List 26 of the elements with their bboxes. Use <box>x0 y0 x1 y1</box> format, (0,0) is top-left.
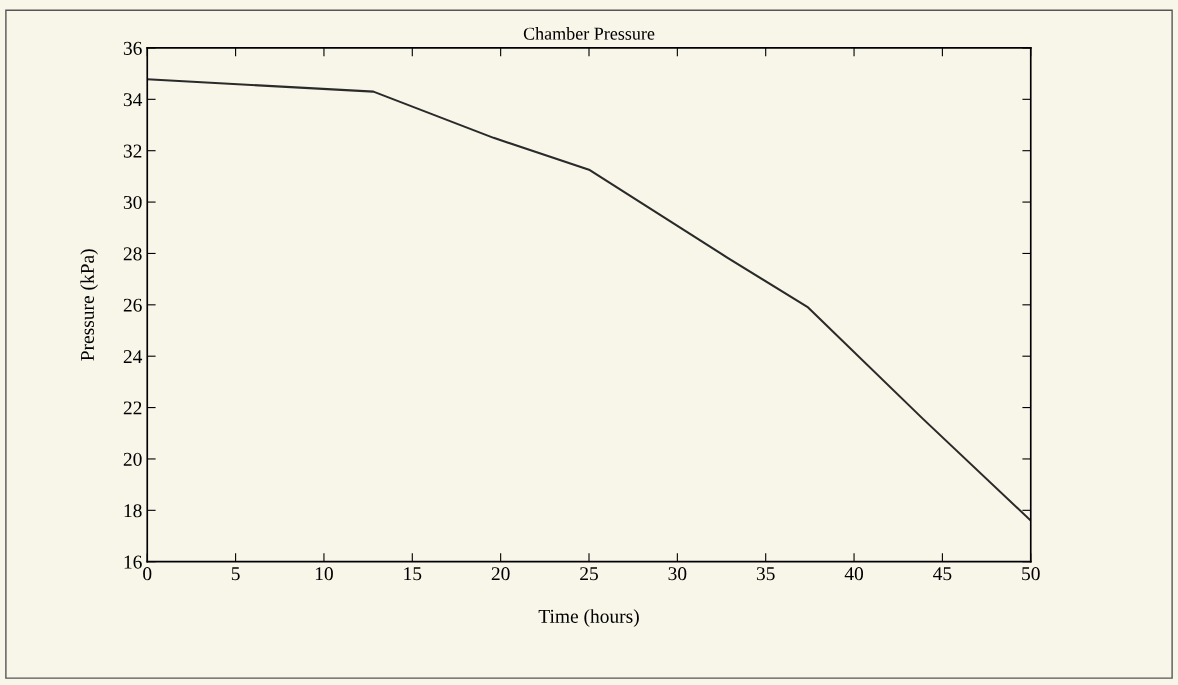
x-tick-label: 20 <box>491 567 510 581</box>
y-tick-label: 16 <box>124 555 142 569</box>
y-tick-label: 28 <box>123 247 142 261</box>
chart-title: Chamber Pressure <box>523 27 655 40</box>
y-axis-title: Pressure (kPa) <box>80 249 98 361</box>
y-tick-label: 36 <box>123 41 142 55</box>
y-tick-label: 34 <box>123 93 143 107</box>
y-tick-label: 22 <box>123 401 142 415</box>
line-series <box>147 78 1031 522</box>
x-tick-label: 15 <box>404 567 422 581</box>
x-tick-label: 35 <box>756 567 775 581</box>
x-tick-label: 45 <box>933 567 952 581</box>
y-tick-label: 26 <box>123 298 142 312</box>
x-tick-label: 10 <box>315 567 333 581</box>
y-tick-label: 18 <box>124 504 142 518</box>
y-tick-label: 24 <box>123 350 143 363</box>
x-tick-label: 30 <box>668 567 687 581</box>
y-tick-label: 32 <box>123 144 142 158</box>
y-tick-label: 20 <box>123 452 142 466</box>
x-tick-label: 0 <box>143 567 152 581</box>
x-tick-label: 25 <box>580 567 598 581</box>
x-tick-label: 5 <box>231 567 240 581</box>
y-tick-label: 30 <box>123 195 142 210</box>
x-tick-label: 40 <box>844 567 864 581</box>
x-axis-title: Time (hours) <box>538 609 639 627</box>
x-tick-label: 50 <box>1022 567 1040 581</box>
